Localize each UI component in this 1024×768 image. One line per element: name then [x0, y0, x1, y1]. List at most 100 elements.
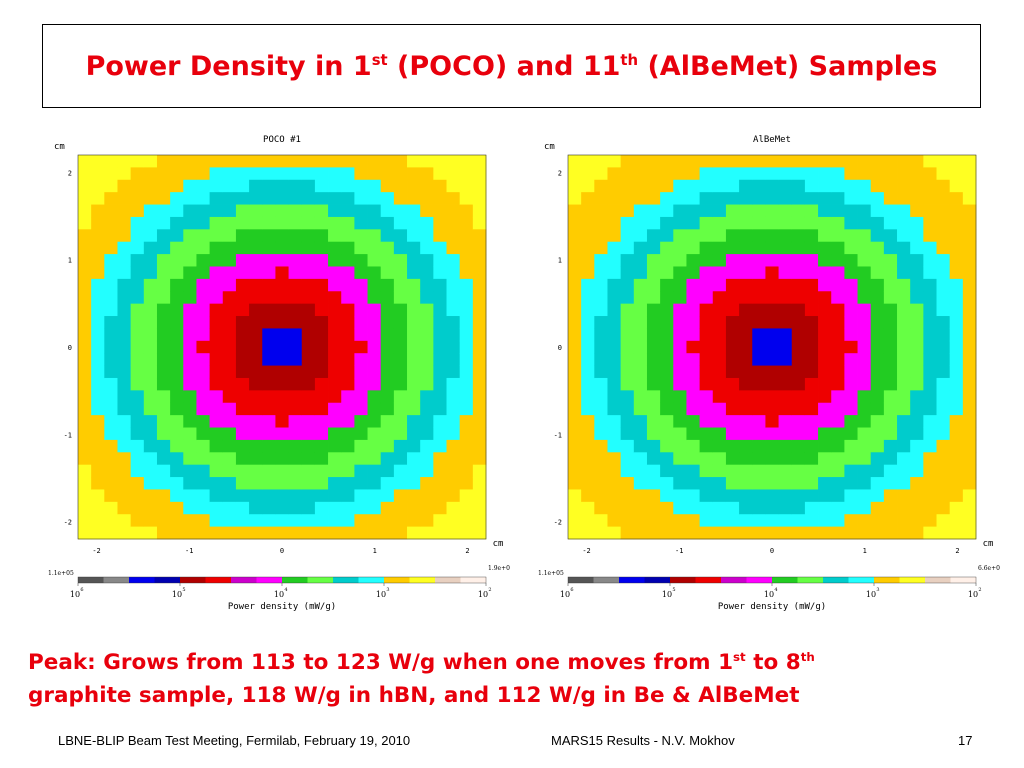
heatmap-cell [104, 192, 118, 205]
heatmap-cell [78, 192, 92, 205]
heatmap-cell [857, 254, 872, 267]
heatmap-cell [831, 266, 845, 280]
heatmap-cell [949, 377, 964, 391]
heatmap-cell [923, 241, 937, 255]
heatmap-cell [472, 477, 487, 490]
heatmap-cell [739, 229, 753, 243]
heatmap-cell [660, 415, 674, 428]
colorbar-tick-exponent: 2 [978, 587, 981, 593]
heatmap-cell [117, 155, 132, 168]
heatmap-cell [818, 402, 832, 416]
heatmap-cell [870, 452, 885, 466]
heatmap-cell [581, 402, 595, 416]
heatmap-cell [301, 192, 316, 205]
heatmap-cell [143, 514, 158, 528]
colorbar-segment [78, 577, 104, 583]
heatmap-cell [78, 501, 92, 515]
heatmap-cell [117, 328, 132, 342]
heatmap-cell [288, 390, 303, 404]
heatmap-cell [857, 316, 872, 329]
heatmap-cell [91, 266, 105, 280]
heatmap-cell [170, 167, 184, 181]
heatmap-cell [78, 390, 92, 404]
heatmap-cell [209, 377, 224, 391]
heatmap-cell [354, 452, 368, 466]
heatmap-cell [936, 477, 951, 490]
heatmap-cell [752, 278, 766, 292]
heatmap-cell [341, 155, 355, 168]
heatmap-cell [262, 328, 276, 342]
heatmap-cell [446, 179, 461, 193]
heatmap-cell [883, 278, 898, 292]
heatmap-cell [249, 316, 263, 329]
heatmap-cell [844, 155, 858, 168]
heatmap-cell [288, 415, 303, 428]
heatmap-cell [288, 278, 303, 292]
heatmap-cell [275, 464, 289, 478]
heatmap-cell [314, 291, 329, 305]
heatmap-cell [910, 167, 924, 181]
heatmap-cell [420, 452, 434, 466]
heatmap-cell [883, 229, 898, 243]
heatmap-cell [275, 266, 289, 280]
heatmap-cell [949, 353, 964, 366]
heatmap-cell [78, 365, 92, 379]
heatmap-cell [328, 340, 342, 354]
heatmap-cell [262, 167, 276, 181]
heatmap-cell [235, 303, 250, 317]
heatmap-cell [328, 316, 342, 329]
heatmap-cell [633, 464, 648, 478]
heatmap-cell [156, 179, 171, 193]
heatmap-cell [262, 340, 276, 354]
heatmap-cell [804, 365, 819, 379]
heatmap-cell [660, 192, 674, 205]
heatmap-cell [660, 291, 674, 305]
heatmap-cell [791, 340, 806, 354]
heatmap-cell [275, 328, 289, 342]
heatmap-cell [620, 390, 635, 404]
heatmap-cell [222, 477, 237, 490]
heatmap-cell [923, 316, 937, 329]
heatmap-cell [472, 377, 487, 391]
heatmap-cell [249, 266, 263, 280]
heatmap-cell [725, 489, 740, 503]
heatmap-cell [275, 167, 289, 181]
heatmap-cell [660, 489, 674, 503]
heatmap-cell [249, 402, 263, 416]
heatmap-cell [472, 353, 487, 366]
heatmap-cell [962, 241, 977, 255]
heatmap-cell [341, 229, 355, 243]
heatmap-cell [594, 439, 608, 453]
heatmap-cell [393, 501, 408, 515]
heatmap-cell [78, 204, 92, 218]
heatmap-cell [765, 291, 779, 305]
heatmap-cell [725, 254, 740, 267]
heatmap-cell [170, 439, 184, 453]
heatmap-cell [196, 501, 211, 515]
heatmap-cell [870, 328, 885, 342]
heatmap-cell [923, 526, 937, 540]
heatmap-cell [407, 464, 421, 478]
heatmap-cell [923, 377, 937, 391]
heatmap-cell [673, 365, 687, 379]
heatmap-cell [607, 278, 622, 292]
heatmap-cell [883, 402, 898, 416]
heatmap-cell [235, 216, 250, 230]
heatmap-cell [949, 477, 964, 490]
heatmap-cell [791, 155, 806, 168]
heatmap-cell [581, 526, 595, 540]
heatmap-cell [699, 402, 714, 416]
heatmap-cell [341, 452, 355, 466]
heatmap-cell [459, 427, 474, 441]
heatmap-cell [870, 390, 885, 404]
heatmap-cell [804, 402, 819, 416]
heatmap-cell [433, 204, 447, 218]
heatmap-cell [804, 415, 819, 428]
heatmap-cell [262, 254, 276, 267]
colorbar-min-label: 6.6e+02 [978, 565, 1000, 572]
heatmap-cell [660, 439, 674, 453]
heatmap-cell [367, 439, 382, 453]
heatmap-cell [117, 427, 132, 441]
heatmap-cell [196, 402, 211, 416]
heatmap-cell [459, 489, 474, 503]
